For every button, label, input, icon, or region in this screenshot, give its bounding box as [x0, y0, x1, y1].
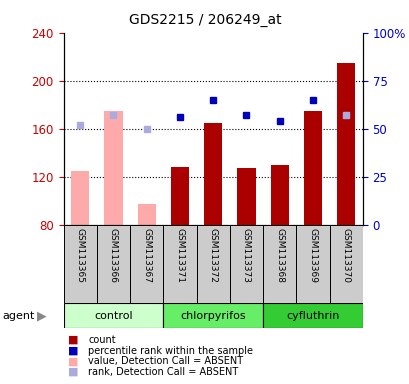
Bar [71, 170, 89, 225]
Bar [296, 225, 329, 303]
Text: GSM113370: GSM113370 [341, 228, 350, 283]
Text: GDS2215 / 206249_at: GDS2215 / 206249_at [128, 13, 281, 27]
Bar [171, 167, 189, 225]
Bar [329, 225, 362, 303]
Text: ■: ■ [67, 335, 78, 345]
Bar [263, 303, 362, 328]
Bar [97, 225, 130, 303]
Bar [163, 225, 196, 303]
Bar [104, 111, 122, 225]
Text: count: count [88, 335, 115, 345]
Bar [336, 63, 355, 225]
Bar [336, 63, 355, 225]
Bar [130, 225, 163, 303]
Text: percentile rank within the sample: percentile rank within the sample [88, 346, 252, 356]
Text: control: control [94, 311, 133, 321]
Bar [270, 165, 288, 225]
Text: ▶: ▶ [37, 309, 46, 322]
Bar [163, 303, 263, 328]
Bar [196, 225, 229, 303]
Text: ■: ■ [67, 356, 78, 366]
Bar [303, 111, 321, 225]
Bar [204, 122, 222, 225]
Bar [237, 168, 255, 225]
Text: GSM113372: GSM113372 [208, 228, 217, 283]
Text: chlorpyrifos: chlorpyrifos [180, 311, 245, 321]
Text: GSM113366: GSM113366 [109, 228, 118, 283]
Bar [63, 225, 97, 303]
Text: agent: agent [2, 311, 34, 321]
Text: GSM113373: GSM113373 [241, 228, 250, 283]
Bar [137, 204, 155, 225]
Text: GSM113368: GSM113368 [274, 228, 283, 283]
Text: ■: ■ [67, 346, 78, 356]
Bar [229, 225, 263, 303]
Text: GSM113369: GSM113369 [308, 228, 317, 283]
Text: cyfluthrin: cyfluthrin [285, 311, 339, 321]
Bar [63, 303, 163, 328]
Text: rank, Detection Call = ABSENT: rank, Detection Call = ABSENT [88, 367, 238, 377]
Text: ■: ■ [67, 367, 78, 377]
Text: GSM113367: GSM113367 [142, 228, 151, 283]
Text: GSM113371: GSM113371 [175, 228, 184, 283]
Text: value, Detection Call = ABSENT: value, Detection Call = ABSENT [88, 356, 243, 366]
Text: GSM113365: GSM113365 [76, 228, 85, 283]
Bar [263, 225, 296, 303]
